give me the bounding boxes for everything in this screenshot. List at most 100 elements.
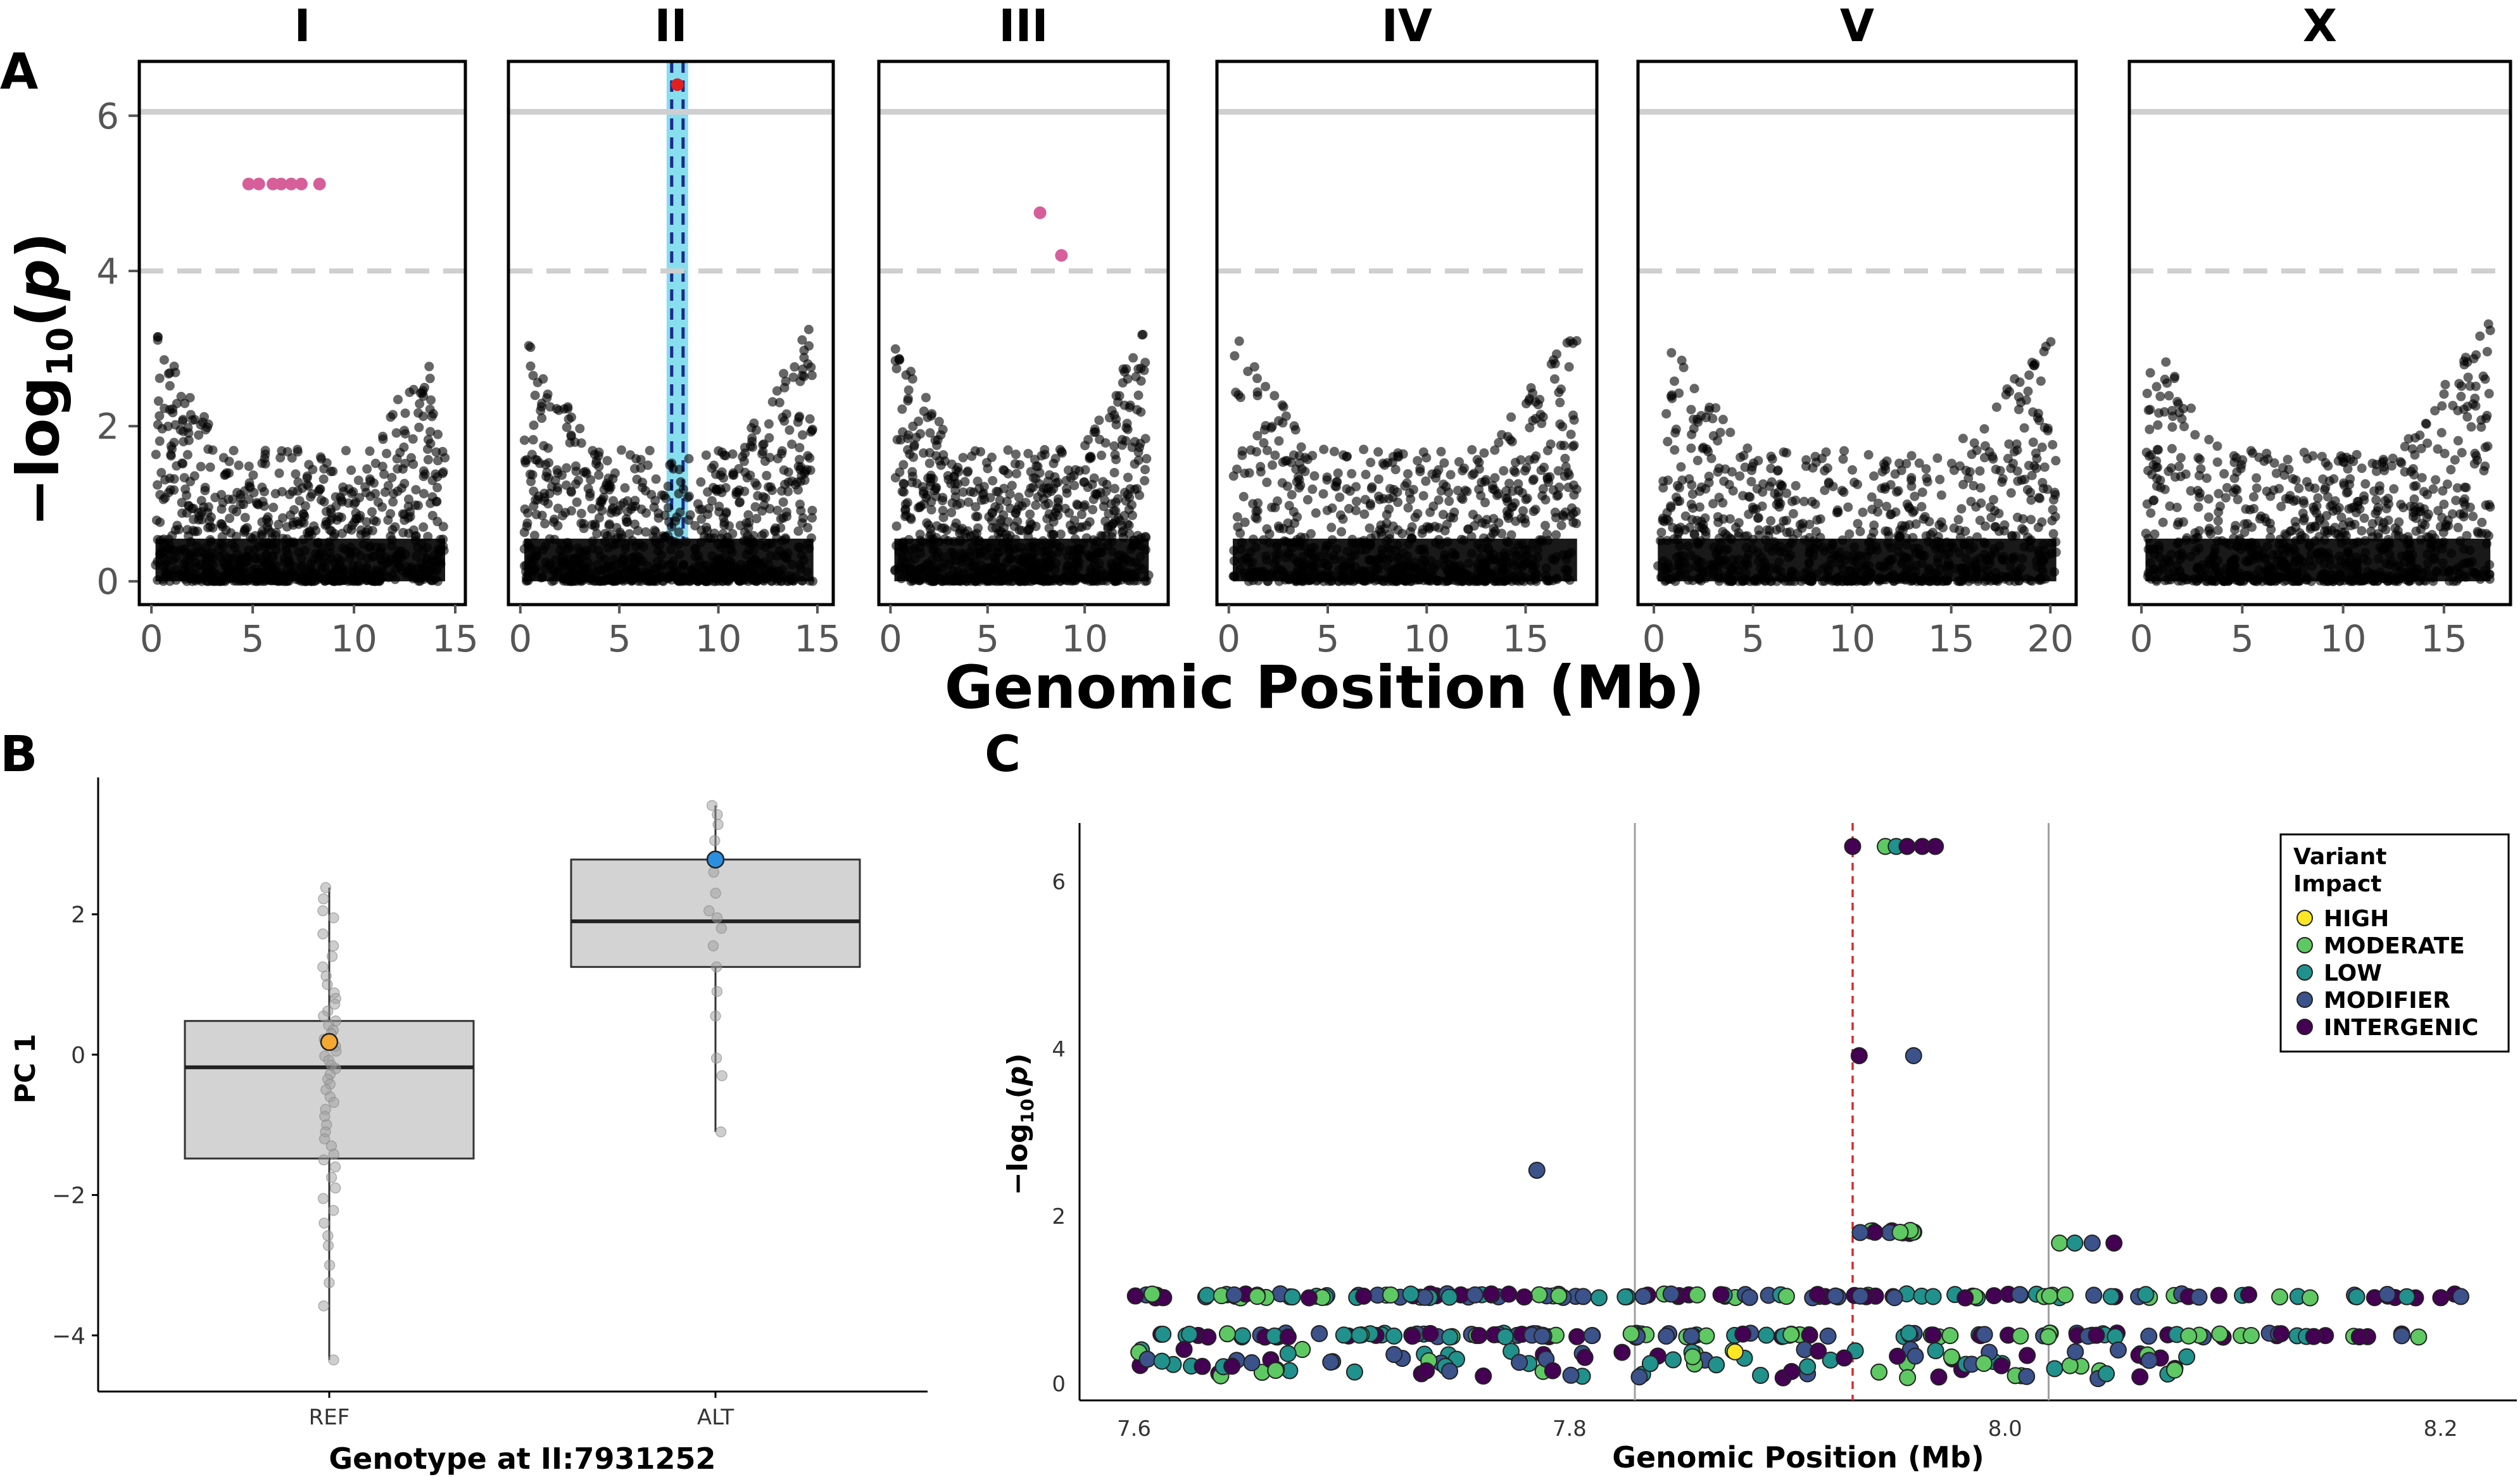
panel-a-point — [1133, 455, 1143, 465]
panel-a-point — [1969, 438, 1979, 448]
panel-a-point — [378, 431, 388, 441]
panel-a-point — [1692, 455, 1703, 465]
panel-a-point — [1735, 471, 1745, 481]
panel-a-x-tick-label: 15 — [432, 617, 479, 660]
panel-a-point — [1521, 399, 1532, 409]
panel-a-point — [194, 430, 204, 440]
panel-a-point — [388, 497, 398, 507]
panel-a-point — [239, 500, 249, 510]
panel-a-point — [165, 485, 175, 495]
panel-a-point — [917, 482, 928, 492]
panel-a-point — [1499, 466, 1509, 476]
panel-a-point — [1549, 374, 1559, 384]
panel-a-point — [176, 391, 186, 401]
panel-a-point — [1569, 415, 1579, 425]
panel-a-point — [1554, 482, 1565, 493]
panel-a-point — [1474, 464, 1484, 474]
panel-a-point — [186, 410, 196, 420]
panel-a-point — [1408, 484, 1418, 494]
panel-a-point — [1725, 427, 1736, 437]
panel-a-point — [904, 430, 914, 440]
panel-a-point — [1083, 435, 1093, 445]
panel-a-point — [562, 422, 572, 432]
panel-a-point — [1504, 479, 1515, 489]
panel-a-point — [1680, 511, 1691, 521]
panel-a-point — [707, 496, 717, 506]
panel-a-point — [1025, 509, 1035, 519]
panel-a-point — [1542, 472, 1553, 482]
panel-a-point — [327, 513, 337, 523]
panel-a-point — [2417, 473, 2427, 483]
panel-a-point — [1418, 491, 1428, 501]
panel-a-point — [1906, 451, 1917, 461]
panel-a-point — [380, 487, 390, 497]
panel-a-point — [1446, 470, 1456, 480]
panel-a-point — [405, 387, 415, 398]
panel-a-point — [1963, 473, 1974, 483]
panel-a-point — [897, 404, 907, 414]
panel-a-point — [923, 412, 933, 422]
panel-a-point — [174, 524, 184, 534]
panel-a-point — [1509, 465, 1519, 475]
panel-a-point — [178, 416, 188, 426]
panel-a-point — [583, 484, 593, 494]
facet-plot — [1217, 109, 1597, 586]
panel-a-point — [1976, 498, 1986, 508]
panel-a-point — [1528, 415, 1538, 425]
panel-a-point — [2430, 406, 2440, 416]
panel-a-point — [1128, 353, 1138, 363]
panel-a-significant-point — [313, 177, 326, 191]
panel-a-point — [566, 506, 576, 516]
facet-iv: IV0 5 10 15 — [1215, 0, 1599, 660]
facet-point-band — [155, 538, 446, 582]
panel-a-point — [645, 446, 655, 456]
panel-a-point — [1123, 424, 1133, 434]
panel-a-point — [1080, 477, 1090, 487]
panel-a-point — [294, 496, 305, 506]
panel-a-point — [752, 513, 762, 524]
panel-a-point — [1259, 438, 1269, 448]
panel-a-point — [537, 413, 547, 424]
panel-a-point — [1335, 510, 1345, 520]
panel-a-point — [433, 429, 443, 439]
panel-a-significant-point — [242, 177, 255, 191]
panel-a-point — [2452, 483, 2462, 493]
panel-a-point — [1986, 512, 1996, 522]
panel-a-point — [608, 503, 618, 513]
panel-a-point — [740, 486, 750, 496]
panel-a-point — [570, 437, 580, 447]
panel-a-point — [2371, 495, 2381, 505]
panel-a-point — [898, 479, 909, 489]
panel-a-point — [1282, 481, 1292, 491]
panel-a-point — [1402, 478, 1412, 488]
panel-a-point — [891, 363, 902, 374]
facet-plot — [2129, 109, 2511, 586]
panel-a-point — [183, 423, 193, 433]
panel-a-point — [947, 508, 957, 518]
facet-frame — [877, 60, 1170, 607]
panel-a-point — [1714, 493, 1724, 503]
panel-a-point — [1791, 481, 1801, 491]
panel-a-point — [2006, 463, 2016, 474]
panel-a-point — [1003, 445, 1013, 455]
panel-a-point — [2028, 437, 2038, 448]
panel-a-point — [1302, 494, 1313, 505]
panel-a-point — [762, 470, 772, 481]
panel-a-point — [1061, 484, 1071, 494]
panel-a-y-tick-label: 4 — [96, 251, 119, 292]
panel-a-point — [1890, 469, 1900, 479]
panel-a-point — [1518, 506, 1528, 516]
panel-a-point — [398, 527, 408, 537]
panel-a-point — [906, 367, 916, 377]
panel-a-point — [1698, 443, 1708, 453]
facet-title: I — [294, 0, 310, 52]
panel-a-point — [382, 448, 392, 458]
panel-a-point — [165, 368, 175, 378]
panel-a-point — [400, 408, 410, 418]
panel-a-point — [403, 513, 413, 523]
panel-a-point — [419, 391, 429, 401]
panel-a-point — [1497, 430, 1507, 440]
panel-a-point — [1130, 437, 1140, 447]
panel-a-point — [377, 462, 387, 472]
facet-point-band — [1658, 538, 2057, 582]
